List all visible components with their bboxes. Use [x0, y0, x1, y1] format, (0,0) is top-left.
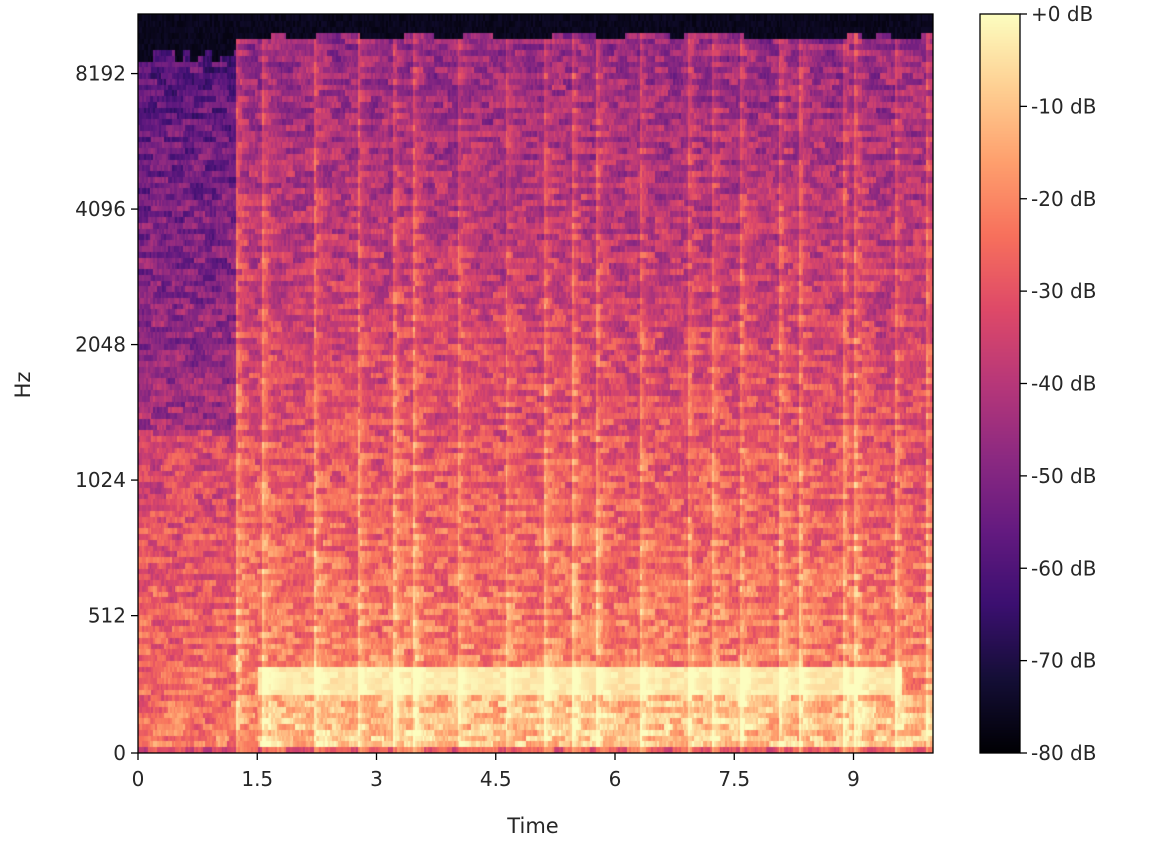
- colorbar-tick-label: +0 dB: [1031, 2, 1093, 26]
- colorbar: [980, 14, 1020, 753]
- x-tick-label: 9: [847, 767, 860, 791]
- colorbar-tick-label: -50 dB: [1031, 464, 1096, 488]
- plot-frame: [137, 13, 934, 754]
- colorbar-frame: [979, 13, 1021, 754]
- x-tick-label: 1.5: [241, 767, 273, 791]
- colorbar-tick-label: -40 dB: [1031, 372, 1096, 396]
- y-tick-label: 4096: [75, 197, 126, 221]
- colorbar-tick-label: -10 dB: [1031, 94, 1096, 118]
- colorbar-tick-label: -70 dB: [1031, 649, 1096, 673]
- colorbar-tick-label: -30 dB: [1031, 279, 1096, 303]
- colorbar-tick-label: -80 dB: [1031, 741, 1096, 765]
- y-tick-label: 0: [113, 741, 126, 765]
- y-axis-label: Hz: [11, 372, 35, 399]
- x-tick-label: 4.5: [480, 767, 512, 791]
- spectrogram-heatmap: [138, 14, 933, 753]
- x-tick-label: 3: [370, 767, 383, 791]
- x-axis-label: Time: [506, 814, 558, 838]
- x-tick-label: 6: [609, 767, 622, 791]
- colorbar-tick-label: -20 dB: [1031, 187, 1096, 211]
- y-tick-label: 1024: [75, 468, 126, 492]
- y-tick-label: 8192: [75, 62, 126, 86]
- x-tick-label: 0: [132, 767, 145, 791]
- x-tick-label: 7.5: [718, 767, 750, 791]
- y-tick-label: 2048: [75, 333, 126, 357]
- y-tick-label: 512: [88, 604, 126, 628]
- colorbar-tick-label: -60 dB: [1031, 556, 1096, 580]
